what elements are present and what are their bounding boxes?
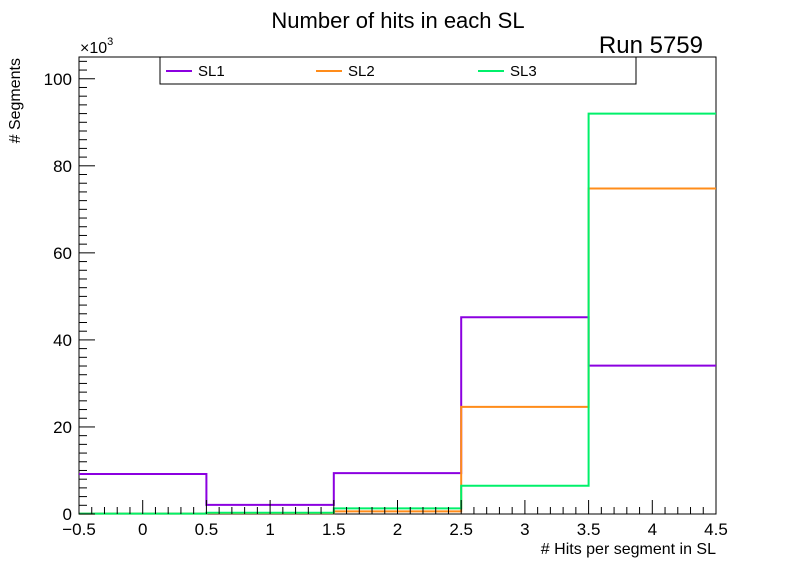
x-axis-ticks: −0.5 0 0.5 1 1.5 2 2.5 3 3.5 4 4.5: [62, 500, 728, 539]
series-lines: [79, 112, 716, 515]
x-tick-label: 2.5: [449, 520, 473, 539]
x-tick-label: 3: [520, 520, 529, 539]
plot-area-border: [78, 56, 717, 515]
y-axis-ticks: 0 20 40 60 80 100: [44, 60, 95, 524]
x-tick-label: 2: [393, 520, 402, 539]
x-tick-label: 4.5: [704, 520, 728, 539]
series-line-sl3: [79, 112, 716, 515]
legend-label-sl2: SL2: [348, 63, 375, 80]
y-axis-label: # Segments: [7, 58, 24, 143]
x-tick-label: 0: [138, 520, 147, 539]
y-tick-label: 80: [53, 157, 72, 176]
legend-label-sl3: SL3: [510, 63, 537, 80]
legend: SL1 SL2 SL3: [159, 56, 637, 85]
legend-box: [159, 56, 637, 85]
y-axis-multiplier: ×103: [80, 36, 113, 57]
y-tick-label: 40: [53, 331, 72, 350]
y-multiplier-exponent: 3: [107, 36, 113, 48]
y-tick-label: 60: [53, 244, 72, 263]
x-tick-label: 1.5: [322, 520, 346, 539]
y-tick-label: 20: [53, 418, 72, 437]
run-label: Run 5759: [599, 32, 703, 59]
series-line-sl2: [79, 187, 716, 515]
x-tick-label: −0.5: [62, 520, 96, 539]
x-tick-label: 4: [648, 520, 657, 539]
legend-label-sl1: SL1: [198, 63, 225, 80]
y-tick-label: 0: [63, 505, 72, 524]
x-tick-label: 0.5: [195, 520, 219, 539]
y-tick-label: 100: [44, 70, 72, 89]
x-axis-label: # Hits per segment in SL: [541, 541, 716, 558]
series-line-sl1: [79, 316, 716, 506]
y-multiplier-base: ×10: [80, 40, 107, 57]
x-tick-label: 1: [265, 520, 274, 539]
plot-frame: [78, 56, 717, 515]
chart-title: Number of hits in each SL: [271, 8, 524, 33]
x-tick-label: 3.5: [577, 520, 601, 539]
